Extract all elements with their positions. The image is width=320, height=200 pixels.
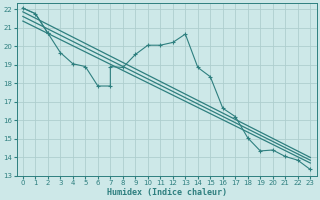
X-axis label: Humidex (Indice chaleur): Humidex (Indice chaleur) [107, 188, 227, 197]
